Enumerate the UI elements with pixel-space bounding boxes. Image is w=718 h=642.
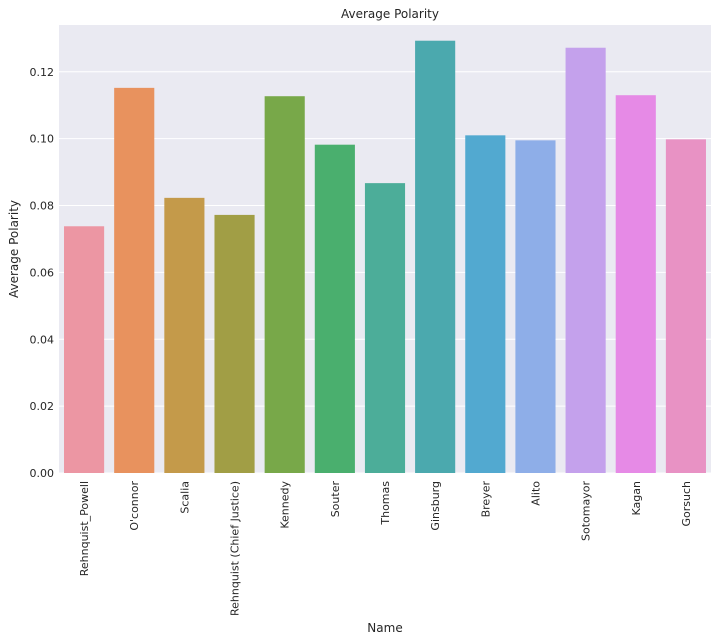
- bar: [364, 183, 406, 473]
- x-tick-label: Kennedy: [279, 481, 292, 529]
- x-tick-label: Ginsburg: [429, 481, 442, 531]
- bar: [465, 135, 506, 473]
- y-tick-label: 0.08: [30, 200, 55, 213]
- x-axis-label: Name: [367, 621, 402, 635]
- x-tick-label: Alito: [529, 481, 542, 506]
- x-tick-label: Rehnquist (Chief Justice): [229, 481, 242, 616]
- bar: [615, 95, 656, 473]
- y-tick-label: 0.00: [30, 467, 55, 480]
- x-tick-label: Gorsuch: [680, 481, 693, 527]
- x-tick-label: Scalia: [178, 481, 191, 514]
- bar: [264, 96, 305, 473]
- y-tick-label: 0.06: [30, 266, 55, 279]
- x-tick-label: Sotomayor: [580, 481, 593, 541]
- x-tick-label: O'connor: [128, 481, 141, 531]
- x-tick-label: Thomas: [379, 481, 392, 526]
- bar: [314, 144, 355, 473]
- bar: [64, 226, 105, 473]
- bar: [565, 47, 606, 474]
- chart-title: Average Polarity: [341, 7, 439, 21]
- y-tick-label: 0.12: [30, 66, 55, 79]
- x-tick-label: Souter: [329, 481, 342, 518]
- bar: [114, 87, 155, 473]
- y-tick-label: 0.04: [30, 333, 55, 346]
- x-tick-label: Rehnquist_Powell: [78, 481, 91, 576]
- x-tick-label: Kagan: [630, 481, 643, 515]
- x-tick-labels: Rehnquist_Powell O'connor Scalia Rehnquist …: [78, 481, 693, 616]
- x-tick-label: Breyer: [479, 481, 492, 518]
- y-tick-label: 0.02: [30, 400, 55, 413]
- y-tick-label: 0.10: [30, 133, 55, 146]
- bars: [64, 40, 706, 474]
- bar: [515, 140, 556, 474]
- bar: [214, 214, 255, 474]
- y-tick-labels: 0.00 0.02 0.04 0.06 0.08 0.10 0.12: [30, 66, 55, 480]
- bar: [415, 40, 456, 473]
- y-axis-label: Average Polarity: [7, 200, 21, 298]
- bar: [665, 139, 706, 473]
- bar: [164, 197, 205, 473]
